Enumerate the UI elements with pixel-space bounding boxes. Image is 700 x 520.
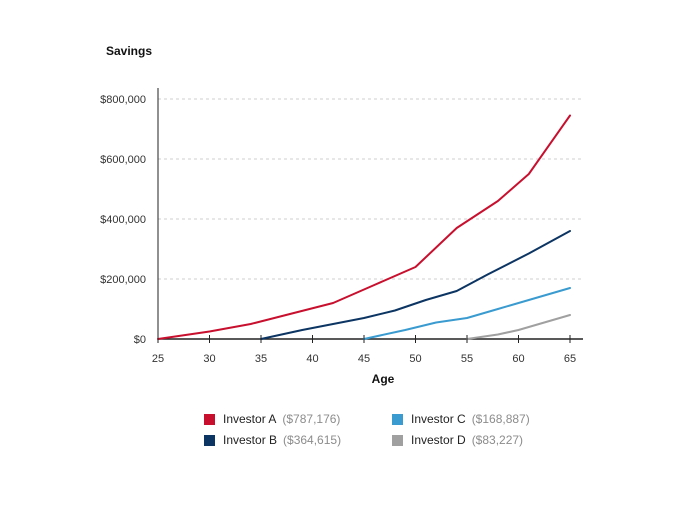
y-axis-title: Savings [106,44,152,58]
legend-label-investor-d: Investor D [411,433,466,447]
legend-value-investor-a: ($787,176) [282,412,341,426]
legend-swatch-investor-d [392,434,403,446]
y-tick-label: $600,000 [100,154,146,166]
legend: Investor A ($787,176) Investor C ($168,8… [204,412,604,447]
series-line-investor-d [466,314,571,340]
x-tick-label: 35 [255,353,267,365]
x-tick-label: 65 [564,353,576,365]
legend-label-investor-a: Investor A [223,412,277,426]
legend-value-investor-d: ($83,227) [471,433,524,447]
x-tick-label: 25 [152,353,164,365]
legend-label-investor-c: Investor C [411,412,466,426]
x-tick-label: 55 [461,353,473,365]
legend-swatch-investor-a [204,413,215,425]
legend-item-investor-a: Investor A ($787,176) [204,412,392,426]
legend-item-investor-b: Investor B ($364,615) [204,433,392,447]
x-tick-label: 40 [306,353,318,365]
y-tick-label: $800,000 [100,94,146,106]
x-tick-label: 30 [203,353,215,365]
series-line-investor-b [260,230,571,340]
legend-swatch-investor-c [392,413,403,425]
legend-value-investor-c: ($168,887) [471,412,530,426]
legend-label-investor-b: Investor B [223,433,278,447]
y-tick-label: $400,000 [100,214,146,226]
legend-item-investor-d: Investor D ($83,227) [392,433,592,447]
series-line-investor-a [157,114,571,340]
series-line-investor-c [363,287,571,340]
x-axis-title: Age [372,372,395,386]
legend-item-investor-c: Investor C ($168,887) [392,412,592,426]
legend-value-investor-b: ($364,615) [283,433,342,447]
y-tick-label: $200,000 [100,274,146,286]
x-tick-label: 60 [512,353,524,365]
x-tick-label: 50 [409,353,421,365]
y-tick-label: $0 [134,334,146,346]
x-tick-label: 45 [358,353,370,365]
legend-swatch-investor-b [204,434,215,446]
